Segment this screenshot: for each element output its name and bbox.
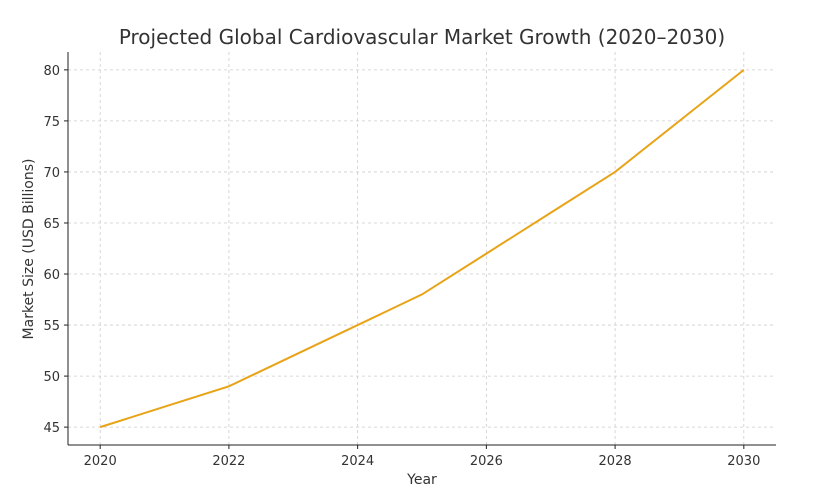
y-tick-label: 75 [43, 115, 60, 130]
y-tick-label: 65 [43, 217, 60, 232]
y-tick-label: 45 [43, 421, 60, 436]
x-tick-label: 2022 [212, 454, 245, 469]
ticks: 2020 2022 2024 2026 2028 2030 45 50 55 60 65 70 75 80 [43, 64, 760, 469]
y-axis-label: Market Size (USD Billions) [21, 159, 37, 340]
y-tick-label: 80 [43, 64, 60, 79]
x-axis-label: Year [406, 472, 437, 488]
axes [68, 52, 776, 445]
chart-title: Projected Global Cardiovascular Market G… [119, 25, 725, 49]
grid [68, 52, 776, 445]
x-tick-label: 2026 [470, 454, 503, 469]
x-tick-label: 2028 [599, 454, 632, 469]
y-tick-label: 60 [43, 268, 60, 283]
series-line [100, 70, 744, 427]
x-tick-label: 2024 [341, 454, 374, 469]
x-tick-label: 2020 [84, 454, 117, 469]
y-tick-label: 70 [43, 166, 60, 181]
y-tick-label: 55 [43, 319, 60, 334]
series [100, 70, 744, 427]
x-tick-label: 2030 [727, 454, 760, 469]
y-tick-label: 50 [43, 370, 60, 385]
